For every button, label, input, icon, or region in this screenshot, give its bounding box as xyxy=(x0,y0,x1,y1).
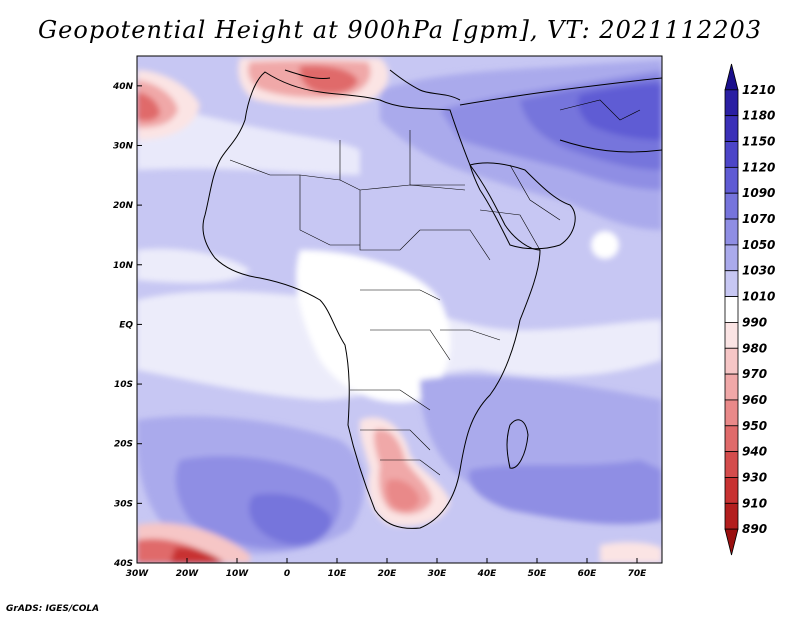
south-indian-mid xyxy=(469,460,662,525)
colorbar-swatch xyxy=(724,141,739,168)
lon-tick-label: 10W xyxy=(226,569,250,579)
lat-tick-label: 40S xyxy=(113,559,133,569)
lat-tick-label: 20N xyxy=(113,201,134,211)
map-plot-area xyxy=(137,56,662,563)
nw-low-core xyxy=(137,92,160,122)
colorbar-label: 890 xyxy=(742,522,767,536)
colorbar-swatch xyxy=(724,218,739,246)
mediterranean-low-core xyxy=(299,65,358,94)
colorbar-label: 1120 xyxy=(742,160,775,174)
colorbar-swatch xyxy=(724,166,739,194)
colorbar-swatch xyxy=(724,451,739,478)
west-africa-light xyxy=(137,248,250,283)
colorbar-swatch xyxy=(724,347,739,375)
lat-tick-label: EQ xyxy=(119,320,133,330)
lat-tick-label: 30S xyxy=(114,499,133,509)
lon-tick-label: 10E xyxy=(328,569,348,579)
border-saudi xyxy=(509,164,561,221)
border-ethiopia xyxy=(479,209,541,251)
colorbar-label: 1090 xyxy=(742,186,775,200)
colorbar-swatch xyxy=(724,477,739,504)
border-tanzania xyxy=(440,329,501,341)
border-angola xyxy=(350,389,431,411)
southern-africa-low-core xyxy=(385,479,420,511)
sw-low-core xyxy=(170,547,225,563)
lon-tick-label: 60E xyxy=(578,569,598,579)
madagascar-coastline xyxy=(506,419,529,469)
colorbar-label: 930 xyxy=(742,470,767,484)
colorbar-label: 960 xyxy=(742,393,767,407)
colorbar-label: 1180 xyxy=(742,109,775,123)
europe-coastline xyxy=(389,69,461,101)
border-chad xyxy=(359,190,421,251)
colorbar-label: 910 xyxy=(742,496,767,510)
colorbar-swatch xyxy=(724,322,739,349)
lat-tick-label: 20S xyxy=(114,440,133,450)
lon-tick-label: 0 xyxy=(284,569,290,579)
africa-coastline xyxy=(202,71,541,529)
border-botswana xyxy=(380,459,441,476)
colorbar-swatch xyxy=(724,373,739,401)
colorbar-swatch xyxy=(724,89,739,117)
iran-high-core xyxy=(578,84,662,140)
latitude-axis: 40N 30N 20N 10N EQ 10S 20S 30S 40S xyxy=(112,82,142,569)
colorbar-swatch xyxy=(724,192,739,220)
map-title: Geopotential Height at 900hPa [gpm], VT:… xyxy=(38,16,762,44)
colorbar-label: 1070 xyxy=(742,212,775,226)
longitude-axis: 30W 20W 10W 0 10E 20E 30E 40E 50E 60E 70E xyxy=(126,558,647,579)
colorbar-swatch xyxy=(724,63,739,91)
country-borders xyxy=(229,99,641,476)
border-south-sudan xyxy=(420,229,491,261)
arabia-coastline xyxy=(469,162,576,250)
lat-tick-label: 40N xyxy=(112,82,134,92)
colorbar-swatch xyxy=(724,425,739,453)
south-atlantic-high xyxy=(249,493,331,545)
lat-tick-label: 30N xyxy=(113,141,134,151)
lon-tick-label: 50E xyxy=(528,569,548,579)
border-namibia xyxy=(360,429,431,451)
colorbar-label: 950 xyxy=(742,419,767,433)
colorbar-label: 1030 xyxy=(742,264,775,278)
lon-tick-label: 30W xyxy=(126,569,150,579)
colorbar-label: 1050 xyxy=(742,238,775,252)
colorbar-swatch xyxy=(724,528,739,556)
lon-tick-label: 20E xyxy=(378,569,398,579)
indian-ocean-white-patch xyxy=(591,231,619,259)
colorbar-label: 940 xyxy=(742,445,767,459)
lon-tick-label: 70E xyxy=(628,569,648,579)
colorbar-label: 1210 xyxy=(742,83,775,97)
colorbar: 1210 1180 1150 1120 1090 1070 1050 1030 1010 990 9… xyxy=(724,63,775,556)
lon-tick-label: 20W xyxy=(176,569,200,579)
colorbar-swatch xyxy=(724,244,739,272)
colorbar-label: 990 xyxy=(742,315,767,329)
colorbar-label: 970 xyxy=(742,367,767,381)
lon-tick-label: 30E xyxy=(428,569,448,579)
colorbar-label: 1010 xyxy=(742,290,775,304)
grads-credit: GrADS: IGES/COLA xyxy=(6,604,100,614)
coastlines xyxy=(202,69,662,529)
colorbar-swatch xyxy=(724,502,739,530)
italy-coastline xyxy=(284,69,331,79)
colorbar-swatch xyxy=(724,270,739,297)
central-africa-white xyxy=(296,250,451,403)
colorbar-label: 980 xyxy=(742,341,767,355)
colorbar-label: 1150 xyxy=(742,135,775,149)
se-low xyxy=(600,542,662,563)
colorbar-swatch xyxy=(724,115,739,142)
lat-tick-label: 10N xyxy=(113,261,134,271)
border-iran xyxy=(559,99,641,121)
lon-tick-label: 40E xyxy=(477,569,498,579)
asia-coastline xyxy=(459,77,662,106)
lat-tick-label: 10S xyxy=(114,380,133,390)
plot-frame xyxy=(136,55,663,564)
gulf-coastline xyxy=(559,139,662,153)
border-congo xyxy=(360,289,441,301)
border-niger xyxy=(299,175,360,246)
colorbar-swatch xyxy=(724,296,739,323)
border-drc-south xyxy=(370,329,451,361)
colorbar-swatch xyxy=(724,399,739,427)
